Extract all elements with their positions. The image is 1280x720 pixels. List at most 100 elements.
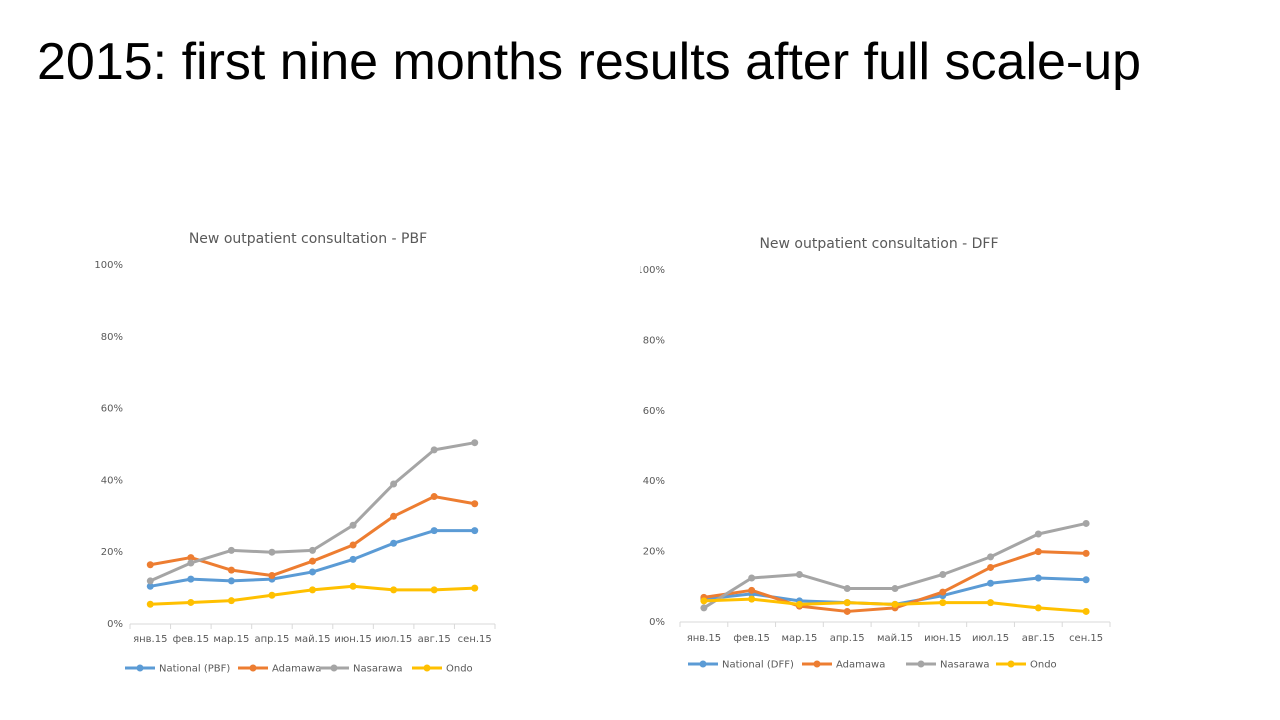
y-tick-label: 0% (649, 617, 665, 628)
series-nasarawa (700, 519, 1090, 612)
data-point-adamawa (843, 607, 851, 615)
data-point-nasarawa (748, 574, 756, 582)
chart-title: New outpatient consultation - DFF (759, 236, 998, 252)
legend-marker-adamawa (249, 664, 257, 672)
data-point-nasarawa (795, 570, 803, 578)
data-point-nasarawa (700, 604, 708, 612)
x-tick-label: июн.15 (334, 634, 371, 645)
legend-marker-adamawa (813, 660, 821, 668)
data-point-adamawa (268, 572, 276, 580)
y-tick-label: 20% (101, 547, 123, 558)
data-point-nasarawa (390, 480, 398, 488)
data-point-national-dff (987, 579, 995, 587)
data-point-adamawa (748, 586, 756, 594)
series-adamawa (700, 548, 1090, 615)
data-point-nasarawa (187, 559, 195, 567)
data-point-ondo (227, 597, 235, 605)
y-tick-label: 60% (643, 406, 665, 417)
x-tick-label: май.15 (294, 634, 330, 645)
slide-title: 2015: first nine months results after fu… (37, 33, 1142, 91)
data-point-ondo (309, 586, 316, 594)
y-tick-label: 0% (107, 619, 123, 630)
y-tick-label: 80% (643, 335, 665, 346)
data-point-nasarawa (309, 546, 316, 554)
x-tick-label: июл.15 (375, 634, 412, 645)
data-point-nasarawa (939, 570, 947, 578)
legend-label-adamawa: Adamawa (836, 660, 885, 671)
data-point-adamawa (390, 512, 398, 520)
data-point-nasarawa (146, 577, 154, 585)
series-national-pbf (146, 527, 479, 590)
legend: National (DFF) Adamawa Nasarawa Ondo (688, 660, 1057, 671)
data-point-national-pbf (471, 527, 479, 535)
legend-label-ondo: Ondo (446, 664, 473, 675)
y-tick-label: 80% (101, 332, 123, 343)
legend-label-adamawa: Adamawa (272, 664, 321, 675)
chart-dff: New outpatient consultation - DFF 0% 20% 40… (640, 236, 1111, 671)
x-tick-label: мар.15 (781, 633, 817, 644)
data-point-national-pbf (146, 582, 154, 590)
x-tick-label: авг.15 (418, 634, 451, 645)
chart-pbf: New outpatient consultation - PBF 0% 20% 40… (94, 231, 496, 675)
x-tick-label: сен.15 (1069, 633, 1103, 644)
data-point-ondo (1034, 604, 1042, 612)
data-point-ondo (795, 600, 803, 608)
data-point-nasarawa (987, 553, 995, 561)
data-point-ondo (187, 598, 195, 606)
data-point-ondo (700, 597, 708, 605)
x-tick-label: фев.15 (733, 633, 770, 644)
data-point-adamawa (987, 563, 995, 571)
legend-marker-nasarawa (330, 664, 338, 672)
y-tick-label: 20% (643, 547, 665, 558)
data-point-ondo (843, 599, 851, 607)
series-nasarawa (146, 439, 479, 585)
data-point-national-pbf (430, 527, 438, 535)
data-point-ondo (430, 586, 438, 594)
legend-label-nasarawa: Nasarawa (940, 660, 990, 671)
data-point-national-pbf (187, 575, 195, 583)
data-point-nasarawa (268, 548, 276, 556)
x-tick-label: сен.15 (458, 634, 492, 645)
chart-title: New outpatient consultation - PBF (189, 231, 427, 247)
data-point-ondo (146, 600, 154, 608)
x-tick-label: июл.15 (972, 633, 1009, 644)
data-point-adamawa (939, 588, 947, 596)
x-tick-label: янв.15 (687, 633, 721, 644)
x-tick-label: янв.15 (133, 634, 167, 645)
x-tick-label: мар.15 (213, 634, 249, 645)
series-ondo (146, 582, 479, 608)
data-point-national-pbf (309, 568, 316, 576)
data-point-nasarawa (471, 439, 479, 447)
data-point-national-pbf (227, 577, 235, 585)
data-point-adamawa (430, 493, 438, 501)
data-point-nasarawa (1082, 519, 1090, 527)
legend-marker-national-dff (699, 660, 707, 668)
data-point-adamawa (1034, 548, 1042, 556)
data-point-adamawa (1082, 549, 1090, 557)
y-tick-label: 60% (101, 404, 123, 415)
series-ondo (700, 595, 1090, 615)
legend-label-nasarawa: Nasarawa (353, 664, 403, 675)
data-point-nasarawa (891, 585, 899, 593)
x-tick-label: май.15 (877, 633, 913, 644)
data-point-national-dff (1034, 574, 1042, 582)
data-point-nasarawa (843, 585, 851, 593)
data-point-ondo (268, 591, 276, 599)
data-point-adamawa (471, 500, 479, 508)
legend-label-national-pbf: National (PBF) (159, 664, 230, 675)
legend-marker-nasarawa (917, 660, 925, 668)
legend-label-ondo: Ondo (1030, 660, 1057, 671)
series-adamawa (146, 493, 479, 580)
data-point-ondo (349, 582, 357, 590)
data-point-nasarawa (430, 446, 438, 454)
data-point-ondo (748, 595, 756, 603)
data-point-nasarawa (1034, 530, 1042, 538)
data-point-adamawa (309, 557, 316, 565)
legend-marker-ondo (1007, 660, 1015, 668)
x-tick-label: апр.15 (830, 633, 865, 644)
data-point-national-dff (1082, 576, 1090, 584)
data-point-national-pbf (390, 539, 398, 547)
y-tick-label: 40% (101, 475, 123, 486)
data-point-ondo (390, 586, 398, 594)
data-point-nasarawa (349, 521, 357, 529)
